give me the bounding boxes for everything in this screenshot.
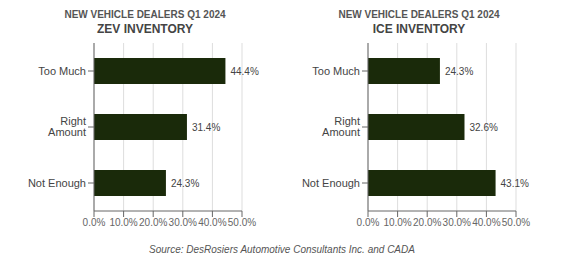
svg-text:RightAmount: RightAmount [48, 115, 86, 138]
html-text:Source: DesRosiers Automotive: Source: DesRosiers Automotive Consultant… [149, 244, 415, 255]
svg-text:Too Much: Too Much [38, 65, 86, 77]
svg-text:50.0%: 50.0% [228, 217, 256, 228]
html-text:NEW VEHICLE DEALERS Q1 2024: NEW VEHICLE DEALERS Q1 2024 [338, 9, 500, 20]
svg-text:Not Enough: Not Enough [28, 177, 86, 189]
html-text:ICE INVENTORY: ICE INVENTORY [372, 22, 466, 36]
svg-text:20.0%: 20.0% [413, 217, 441, 228]
svg-text:24.3%: 24.3% [171, 178, 199, 189]
svg-text:32.6%: 32.6% [469, 122, 497, 133]
svg-text:0.0%: 0.0% [83, 217, 106, 228]
svg-text:10.0%: 10.0% [109, 217, 137, 228]
svg-text:20.0%: 20.0% [139, 217, 167, 228]
svg-text:50.0%: 50.0% [502, 217, 530, 228]
svg-text:24.3%: 24.3% [445, 66, 473, 77]
svg-text:40.0%: 40.0% [198, 217, 226, 228]
svg-text:0.0%: 0.0% [357, 217, 380, 228]
html-text:NEW VEHICLE DEALERS Q1 2024: NEW VEHICLE DEALERS Q1 2024 [64, 9, 226, 20]
svg-text:31.4%: 31.4% [192, 122, 220, 133]
svg-text:44.4%: 44.4% [230, 66, 258, 77]
svg-text:10.0%: 10.0% [383, 217, 411, 228]
svg-text:Not Enough: Not Enough [302, 177, 360, 189]
svg-text:40.0%: 40.0% [472, 217, 500, 228]
svg-text:30.0%: 30.0% [169, 217, 197, 228]
svg-text:30.0%: 30.0% [443, 217, 471, 228]
svg-text:43.1%: 43.1% [501, 178, 529, 189]
svg-text:RightAmount: RightAmount [322, 115, 360, 138]
svg-text:Too Much: Too Much [312, 65, 360, 77]
html-text:ZEV INVENTORY: ZEV INVENTORY [97, 22, 193, 36]
